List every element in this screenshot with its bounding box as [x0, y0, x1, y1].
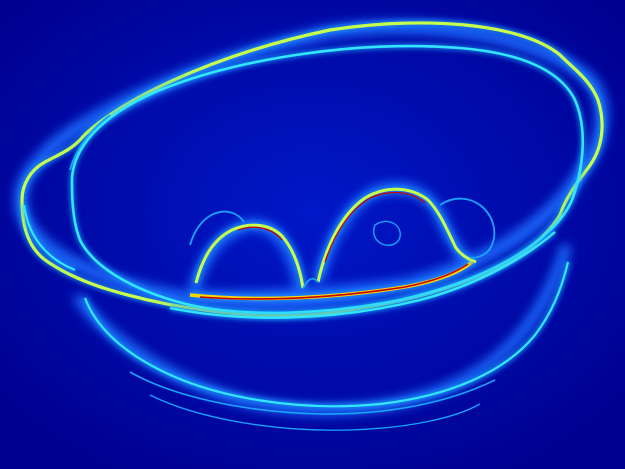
bowl-front-rim-peak: [199, 263, 469, 300]
right-fruit-contour: [316, 187, 477, 283]
right-fruit-core: [324, 191, 426, 263]
bowl-base-inner: [129, 371, 496, 415]
bowl-inner-rim: [70, 44, 584, 315]
left-fruit-stem: [302, 277, 319, 289]
left-fruit-core: [237, 226, 283, 241]
bowl-lower-rim: [169, 231, 556, 319]
right-fruit-detail: [439, 197, 496, 259]
bowl-base-shadow: [149, 394, 481, 431]
bowl-side-reflection: [69, 114, 111, 171]
bowl-base-outline: [83, 261, 570, 408]
bowl-left-handle: [22, 204, 76, 272]
left-fruit-contour: [194, 223, 305, 289]
left-fruit-detail: [189, 210, 245, 246]
right-fruit-spot: [373, 220, 401, 246]
